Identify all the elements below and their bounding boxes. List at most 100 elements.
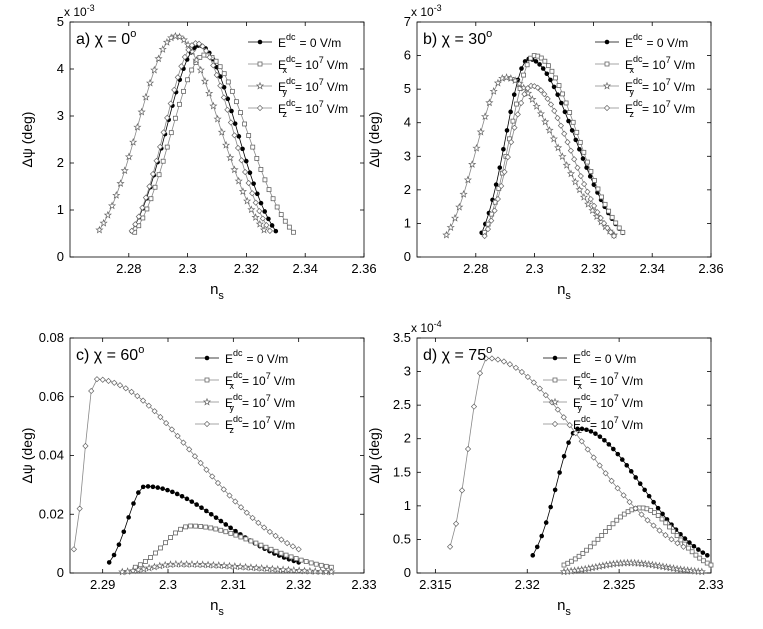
data-point <box>506 74 515 82</box>
data-point <box>208 511 214 517</box>
data-point <box>637 481 643 486</box>
data-point <box>600 220 608 227</box>
data-point <box>99 376 106 383</box>
data-point <box>545 63 551 69</box>
panel-label: c) χ = 60o <box>76 344 144 364</box>
data-point <box>236 562 245 571</box>
data-point <box>556 83 562 88</box>
data-point <box>318 562 324 568</box>
data-point <box>181 53 188 61</box>
data-point <box>610 232 618 240</box>
data-point <box>543 520 549 525</box>
data-point <box>179 493 185 499</box>
series-line <box>532 428 708 556</box>
data-point <box>262 177 268 183</box>
data-point <box>691 543 697 549</box>
data-point <box>139 397 147 404</box>
data-point <box>243 509 250 516</box>
x-tick-label: 2.32 <box>234 261 259 276</box>
y-tick-label: 0.06 <box>39 389 64 404</box>
data-point <box>150 562 159 571</box>
data-point <box>518 368 525 376</box>
x-tick-label: 2.3 <box>179 261 197 276</box>
series-star <box>95 31 269 234</box>
data-point <box>615 451 621 457</box>
data-point <box>233 532 239 538</box>
data-point <box>485 98 494 107</box>
data-point <box>175 32 184 41</box>
data-point <box>163 419 170 427</box>
data-point <box>95 225 104 234</box>
data-point <box>203 466 210 473</box>
data-point <box>88 387 95 395</box>
y-tick-label: 5 <box>57 14 64 29</box>
legend-entry: Edc y = 107 V/m <box>225 392 295 413</box>
data-point <box>470 403 478 410</box>
data-point <box>308 560 314 566</box>
data-point <box>165 487 170 493</box>
series-line <box>108 485 299 563</box>
data-point <box>139 564 148 573</box>
data-point <box>642 487 647 493</box>
data-point <box>134 565 143 574</box>
data-point <box>500 358 508 365</box>
data-point <box>245 179 252 187</box>
legend-marker-dot <box>204 355 210 361</box>
chart-panel-2: 2.28 2.3 2.32 2.34 2.36 0 1 2 3 4 5 6 7x 10-3 ns Δψ (d… <box>366 3 724 302</box>
data-point <box>594 209 601 216</box>
data-point <box>295 546 302 553</box>
data-point <box>455 202 464 211</box>
data-point <box>295 566 304 575</box>
y-tick-label: 0 <box>57 565 64 580</box>
data-point <box>544 71 550 77</box>
y-tick-label: 0 <box>404 565 411 580</box>
data-point <box>238 534 244 540</box>
data-point <box>613 220 619 226</box>
series-line <box>484 55 624 233</box>
data-point <box>504 128 510 133</box>
x-tick-label: 2.28 <box>116 261 141 276</box>
data-point <box>243 536 249 542</box>
data-point <box>494 195 501 203</box>
data-point <box>472 143 481 152</box>
legend-marker-diamond <box>203 420 211 428</box>
data-point <box>128 227 135 234</box>
data-point <box>327 567 336 576</box>
data-point <box>266 528 273 535</box>
data-point <box>160 129 167 136</box>
data-point <box>249 190 256 197</box>
data-point <box>663 520 669 526</box>
series-diamond <box>446 355 687 550</box>
data-point <box>678 537 684 543</box>
data-point <box>172 115 178 121</box>
data-point <box>258 167 264 172</box>
data-point <box>291 229 296 235</box>
legend-marker-square <box>552 377 558 383</box>
x-tick-label: 2.28 <box>463 261 488 276</box>
data-point <box>620 492 627 499</box>
data-point <box>158 545 163 551</box>
data-point <box>209 473 216 480</box>
data-point <box>236 134 242 139</box>
data-point <box>476 127 485 136</box>
series-star <box>442 73 619 239</box>
data-point <box>263 222 270 229</box>
data-point <box>162 38 172 46</box>
data-point <box>518 99 525 107</box>
data-point <box>220 561 229 570</box>
data-point <box>668 536 675 543</box>
data-point <box>606 525 612 530</box>
data-point <box>203 560 213 569</box>
data-point <box>641 559 650 568</box>
data-point <box>289 543 296 550</box>
data-point <box>137 562 143 568</box>
data-point <box>530 553 536 558</box>
data-point <box>549 134 558 143</box>
data-point <box>278 550 284 556</box>
data-point <box>562 109 568 115</box>
data-point <box>156 143 164 150</box>
data-point <box>588 169 594 174</box>
data-point <box>591 540 597 546</box>
data-point <box>693 552 699 558</box>
data-point <box>262 209 268 214</box>
